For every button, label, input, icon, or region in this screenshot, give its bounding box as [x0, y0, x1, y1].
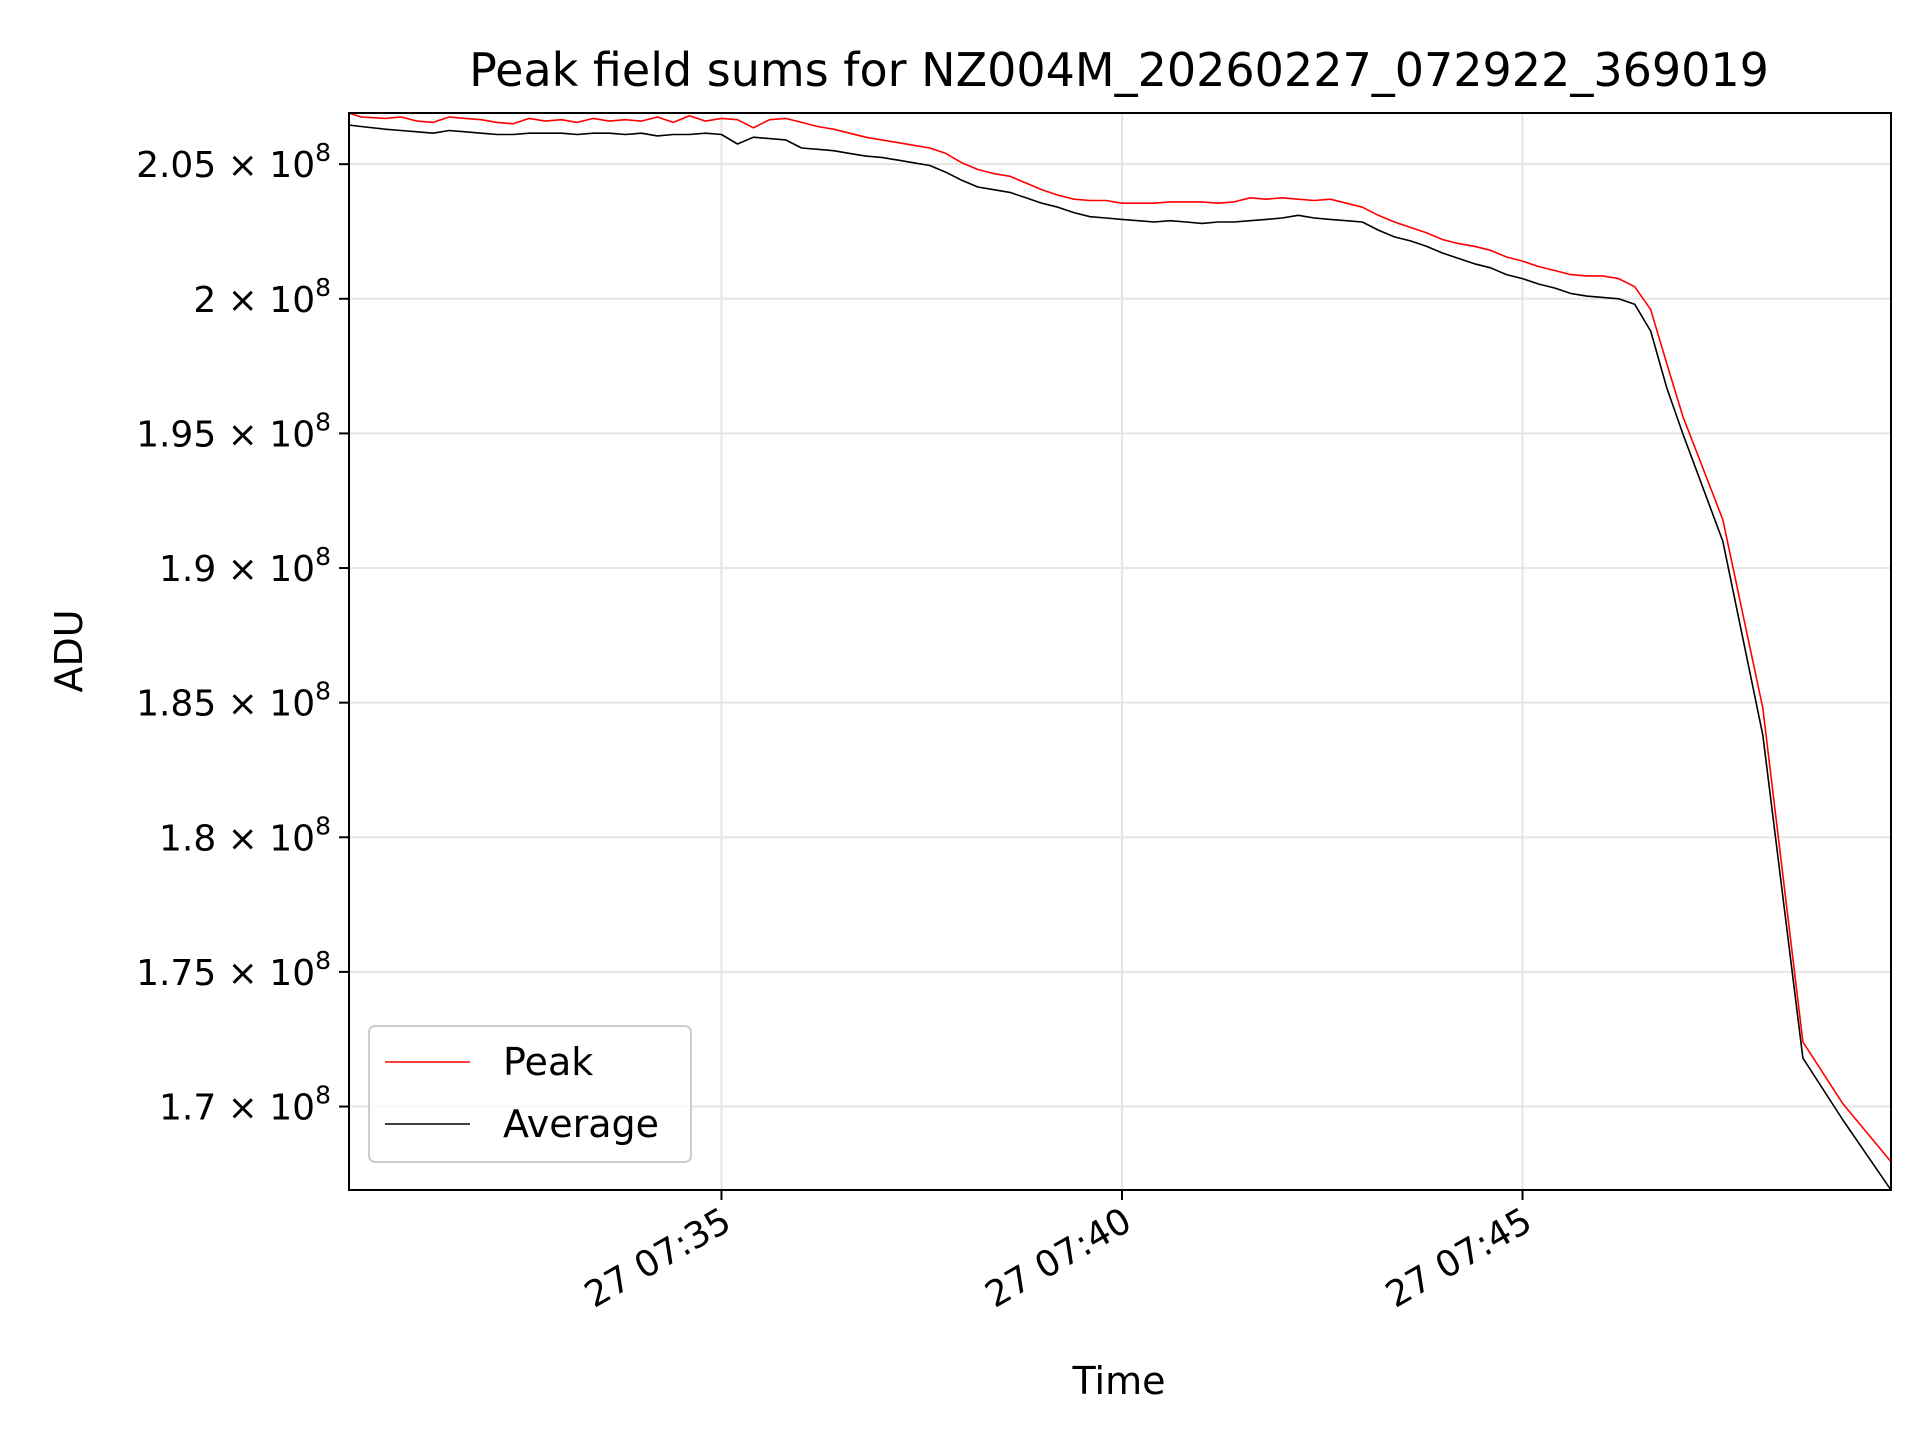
- y-tick-label: 2 × 108: [193, 273, 331, 321]
- y-tick-label: 1.85 × 108: [136, 677, 331, 725]
- y-tick-exponent: 8: [315, 677, 331, 706]
- series-line-average: [349, 124, 1891, 1190]
- y-tick-label: 1.9 × 108: [159, 542, 331, 590]
- legend-average-label: Average: [503, 1102, 659, 1146]
- y-tick-label: 2.05 × 108: [136, 138, 331, 186]
- series-line-peak: [349, 113, 1891, 1163]
- y-tick-label: 1.75 × 108: [136, 946, 331, 994]
- y-tick-mantissa: 1.75 × 10: [136, 953, 315, 994]
- y-tick-label: 1.7 × 108: [159, 1081, 331, 1129]
- y-tick-mantissa: 1.95 × 10: [136, 414, 315, 455]
- y-tick-exponent: 8: [315, 946, 331, 975]
- legend: Peak Average: [368, 1025, 692, 1163]
- y-tick-mantissa: 2.05 × 10: [136, 145, 315, 186]
- y-tick-mantissa: 1.8 × 10: [159, 818, 315, 859]
- grid-lines: [349, 113, 1891, 1190]
- y-tick-exponent: 8: [315, 1081, 331, 1110]
- y-tick-mantissa: 1.7 × 10: [159, 1088, 315, 1129]
- plot-frame: [348, 112, 1892, 1191]
- y-tick-exponent: 8: [315, 273, 331, 302]
- series-lines: [349, 113, 1891, 1190]
- y-tick-mantissa: 2 × 10: [193, 280, 315, 321]
- y-tick-exponent: 8: [315, 138, 331, 167]
- y-axis-label: ADU: [47, 609, 91, 692]
- y-tick-exponent: 8: [315, 542, 331, 571]
- y-tick-mantissa: 1.9 × 10: [159, 549, 315, 590]
- x-axis-label: Time: [1072, 1359, 1166, 1403]
- y-tick-label: 1.8 × 108: [159, 811, 331, 859]
- y-tick-exponent: 8: [315, 811, 331, 840]
- chart-title: Peak field sums for NZ004M_20260227_0729…: [469, 43, 1769, 97]
- y-tick-mantissa: 1.85 × 10: [136, 684, 315, 725]
- legend-peak-label: Peak: [503, 1040, 593, 1084]
- legend-box: [368, 1025, 692, 1163]
- y-tick-label: 1.95 × 108: [136, 407, 331, 455]
- y-tick-exponent: 8: [315, 407, 331, 436]
